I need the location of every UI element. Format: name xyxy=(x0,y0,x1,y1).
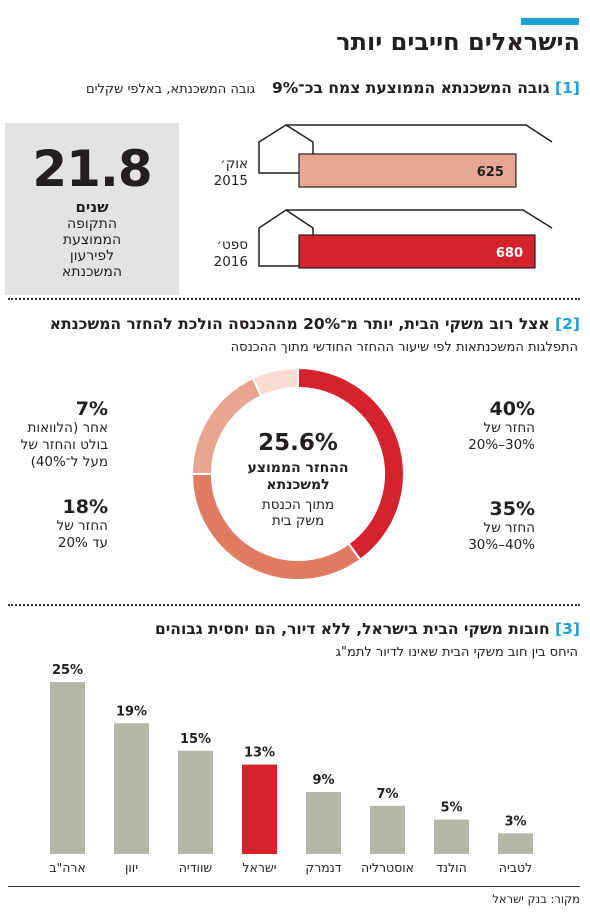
house-1-bar xyxy=(298,153,517,188)
segment-text: אחר (הלוואות xyxy=(27,420,108,436)
segment-text: החזר של xyxy=(483,420,535,436)
section3-number: [3] xyxy=(555,620,580,638)
country-bar-value: 5% xyxy=(440,801,462,816)
country-bar xyxy=(114,723,149,854)
country-bar xyxy=(242,764,277,854)
section3-heading-text: חובות משקי הבית בישראל, ללא דיור, הם יחס… xyxy=(154,620,550,638)
segment-text: 40%–30% xyxy=(468,537,535,553)
country-bar xyxy=(306,792,341,854)
country-label: ישראל xyxy=(242,860,276,875)
country-bar-value: 19% xyxy=(116,704,147,719)
house-2-label-year: 2016 xyxy=(213,254,248,270)
section2-subheading: התפלגות המשכנתאות לפי שיעור ההחזר החודשי… xyxy=(230,340,578,355)
highlight-line: לפירעון xyxy=(69,248,115,264)
donut-segments xyxy=(190,366,405,581)
section1-number: [1] xyxy=(555,79,580,97)
highlight-line: המשכנתא xyxy=(61,264,123,280)
highlight-value: 21.8 xyxy=(32,140,152,198)
country-bar xyxy=(498,833,533,854)
donut-center-line: ההחזר הממוצע xyxy=(247,460,349,476)
segment-pct: 35% xyxy=(489,498,535,520)
section1-subheading: גובה המשכנתא, באלפי שקלים xyxy=(86,82,256,97)
page-title: הישראלים חייבים יותר xyxy=(336,28,580,56)
country-bar xyxy=(178,750,213,854)
highlight-unit: שנים xyxy=(75,198,109,216)
house-bar-1: 625 xyxy=(258,124,553,188)
country-bar-value: 7% xyxy=(376,787,398,802)
section1-heading: [1] גובה המשכנתא הממוצעת צמח בכ־9% xyxy=(272,79,580,97)
country-bar-value: 25% xyxy=(52,663,83,678)
country-label: אוסטרליה xyxy=(361,860,414,875)
country-bar-chart: 25% ארה"ב 19% יוון 15% שוודיה 13% ישראל 9% דנמרק 7… xyxy=(49,663,533,875)
house-bar-2: 680 xyxy=(258,209,553,269)
house-2-label: ספט׳ 2016 xyxy=(214,237,248,271)
house-1-roof xyxy=(286,124,553,143)
donut-chart xyxy=(190,366,405,581)
section2-heading-text: אצל רוב משקי הבית, יותר מ־20% מההכנסה הו… xyxy=(49,315,550,333)
divider xyxy=(8,604,580,606)
segment-text: החזר של xyxy=(483,520,535,536)
country-bar xyxy=(370,805,405,854)
source-note: מקור: בנק ישראל xyxy=(492,892,580,906)
divider xyxy=(8,298,580,300)
highlight-text: התקופה הממוצעת לפירעון המשכנתא xyxy=(5,216,179,280)
country-label: דנמרק xyxy=(305,860,341,875)
highlight-line: התקופה xyxy=(67,216,117,232)
footer-rule xyxy=(8,886,580,887)
section2-heading: [2] אצל רוב משקי הבית, יותר מ־20% מההכנס… xyxy=(50,315,580,333)
country-bar xyxy=(50,682,85,854)
country-bar-value: 13% xyxy=(244,746,275,761)
country-bars: 25% ארה"ב 19% יוון 15% שוודיה 13% ישראל 9% דנמרק 7… xyxy=(49,663,533,875)
country-bar xyxy=(434,819,469,854)
segment-text: מעל ל־40%) xyxy=(30,454,108,470)
country-label: יוון xyxy=(125,860,138,875)
house-1-label: אוק׳ 2015 xyxy=(214,156,248,190)
country-label: ארה"ב xyxy=(49,860,86,875)
segment-text: 30%–20% xyxy=(468,437,535,453)
section2-number: [2] xyxy=(555,315,580,333)
house-1-label-month: אוק׳ xyxy=(220,156,248,172)
country-bar-value: 3% xyxy=(504,814,526,829)
segment-label-18: 18% החזר של עד 20% xyxy=(57,496,108,552)
segment-text: בולט והחזר של xyxy=(20,437,108,453)
house-2-bar xyxy=(298,234,536,269)
donut-center-line: למשכנתא xyxy=(266,477,330,493)
country-label: הולנד xyxy=(436,860,467,875)
country-bar-value: 15% xyxy=(180,732,211,747)
segment-pct: 40% xyxy=(489,398,535,420)
house-2-roof xyxy=(286,209,553,229)
house-2-value: 680 xyxy=(496,246,523,261)
segment-text: החזר של xyxy=(56,518,108,534)
house-1-label-year: 2015 xyxy=(213,173,248,189)
house-2-label-month: ספט׳ xyxy=(216,237,248,253)
donut-center-line: מתוך הכנסת xyxy=(261,497,335,513)
donut-center-title: ההחזר הממוצע למשכנתא xyxy=(216,460,380,494)
accent-bar xyxy=(521,18,579,25)
section3-subheading: היחס בין חוב משקי הבית שאינו לדיור לתמ"ג xyxy=(335,645,578,660)
section3-heading: [3] חובות משקי הבית בישראל, ללא דיור, הם… xyxy=(155,620,580,638)
segment-pct: 7% xyxy=(75,398,108,420)
segment-pct: 18% xyxy=(62,496,108,518)
segment-label-7: 7% אחר (הלוואות בולט והחזר של מעל ל־40%) xyxy=(21,398,108,471)
donut-segment xyxy=(251,366,299,398)
section1-heading-text: גובה המשכנתא הממוצעת צמח בכ־9% xyxy=(271,79,550,97)
donut-center-line: משק בית xyxy=(271,513,325,529)
segment-label-35: 35% החזר של 40%–30% xyxy=(468,498,535,554)
highlight-line: הממוצעת xyxy=(62,232,122,248)
country-label: לטביה xyxy=(499,860,532,875)
segment-label-40: 40% החזר של 30%–20% xyxy=(468,398,535,454)
house-chart: 625 680 xyxy=(258,124,553,269)
highlight-box xyxy=(5,123,179,295)
house-1-value: 625 xyxy=(477,165,504,180)
country-label: שוודיה xyxy=(179,860,213,875)
donut-center-subtitle: מתוך הכנסת משק בית xyxy=(226,497,370,529)
country-bar-value: 9% xyxy=(312,773,334,788)
segment-text: עד 20% xyxy=(57,535,108,551)
donut-center-value: 25.6% xyxy=(258,430,338,456)
